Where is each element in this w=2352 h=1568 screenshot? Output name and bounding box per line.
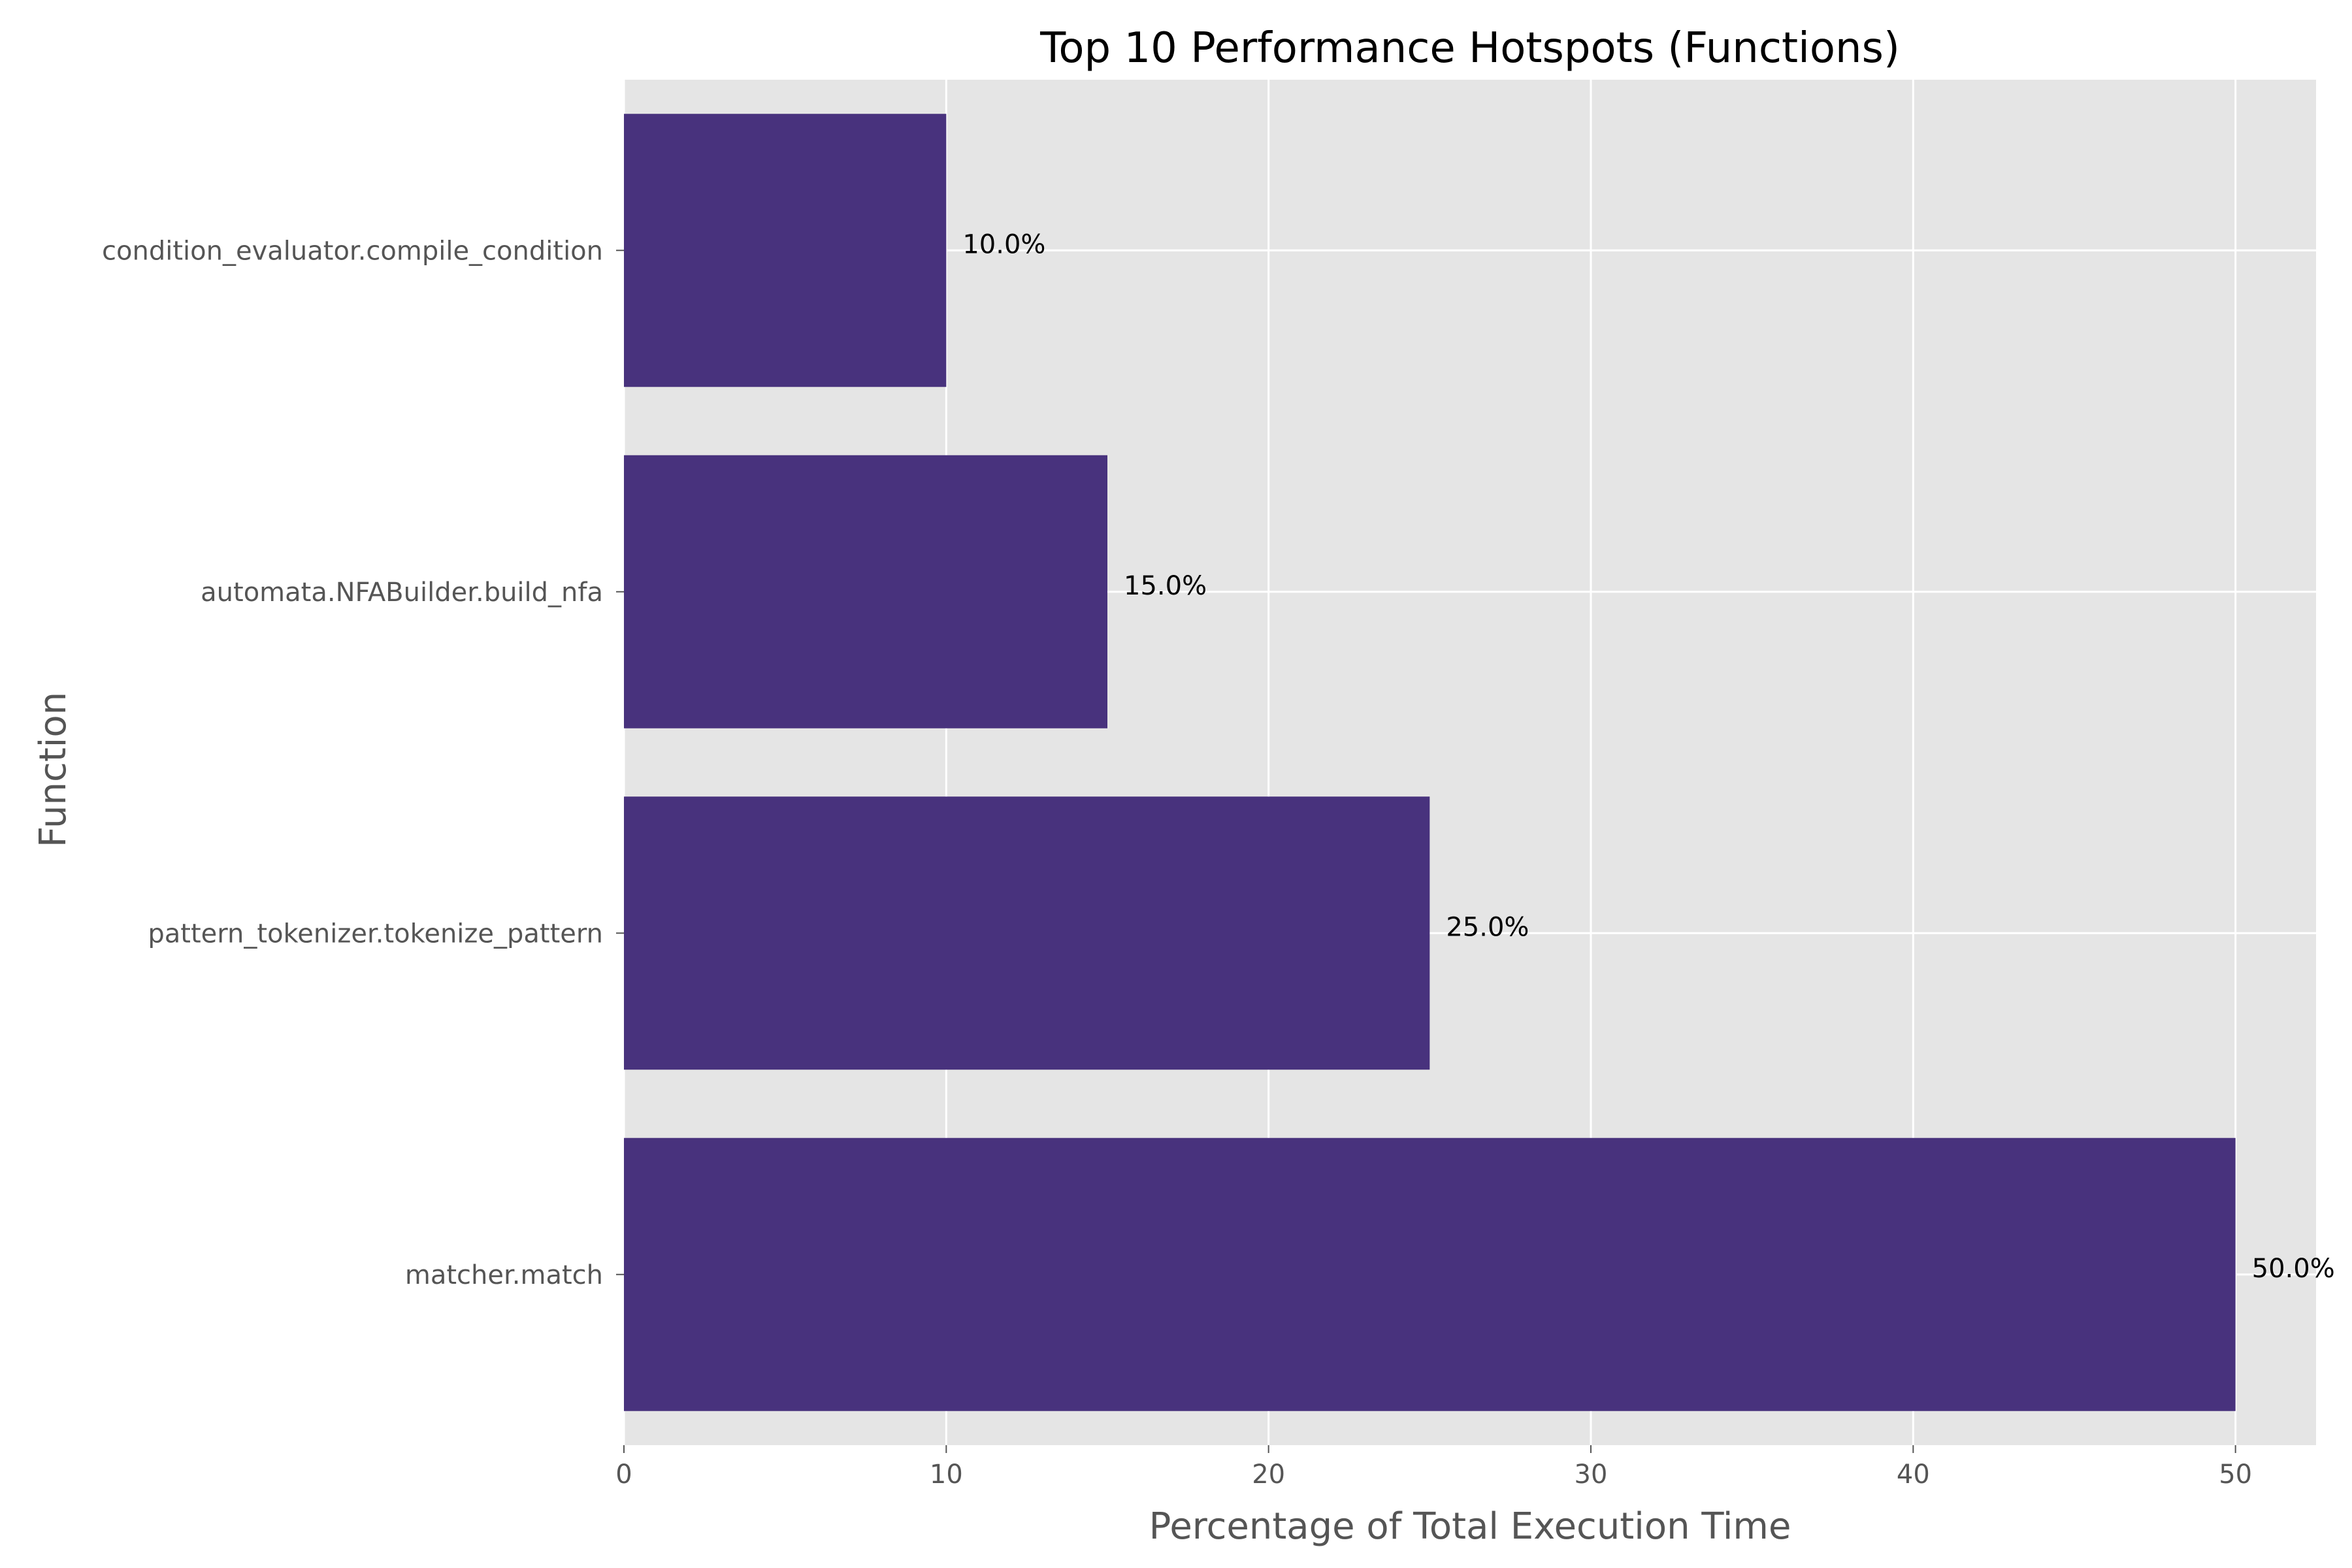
y-tick-label: automata.NFABuilder.build_nfa	[201, 578, 603, 608]
x-tick-label: 10	[930, 1460, 963, 1490]
x-axis-ticks: 0 10 20 30 40 50	[615, 1445, 2252, 1490]
y-tick-label: matcher.match	[405, 1260, 603, 1290]
bar-value-label: 50.0%	[2252, 1254, 2335, 1284]
bar-value-label: 10.0%	[962, 229, 1045, 259]
x-tick-label: 0	[615, 1460, 632, 1490]
bar-value-label: 15.0%	[1124, 571, 1207, 601]
bar	[624, 1137, 2236, 1411]
y-axis-ticks: matcher.match pattern_tokenizer.tokenize_…	[102, 236, 624, 1290]
bar	[624, 114, 947, 387]
bars	[624, 114, 2236, 1411]
data-labels: 50.0% 25.0% 15.0% 10.0%	[962, 229, 2334, 1284]
x-tick-label: 40	[1897, 1460, 1930, 1490]
x-tick-label: 30	[1575, 1460, 1608, 1490]
y-tick-label: condition_evaluator.compile_condition	[102, 236, 603, 266]
bar	[624, 796, 1430, 1070]
bar	[624, 455, 1107, 728]
x-axis-label: Percentage of Total Execution Time	[1149, 1505, 1791, 1548]
x-tick-label: 50	[2219, 1460, 2252, 1490]
y-tick-label: pattern_tokenizer.tokenize_pattern	[148, 919, 603, 949]
bar-value-label: 25.0%	[1446, 912, 1529, 942]
chart-title: Top 10 Performance Hotspots (Functions)	[1039, 24, 1900, 73]
y-axis-label: Function	[32, 692, 74, 847]
x-tick-label: 20	[1252, 1460, 1285, 1490]
